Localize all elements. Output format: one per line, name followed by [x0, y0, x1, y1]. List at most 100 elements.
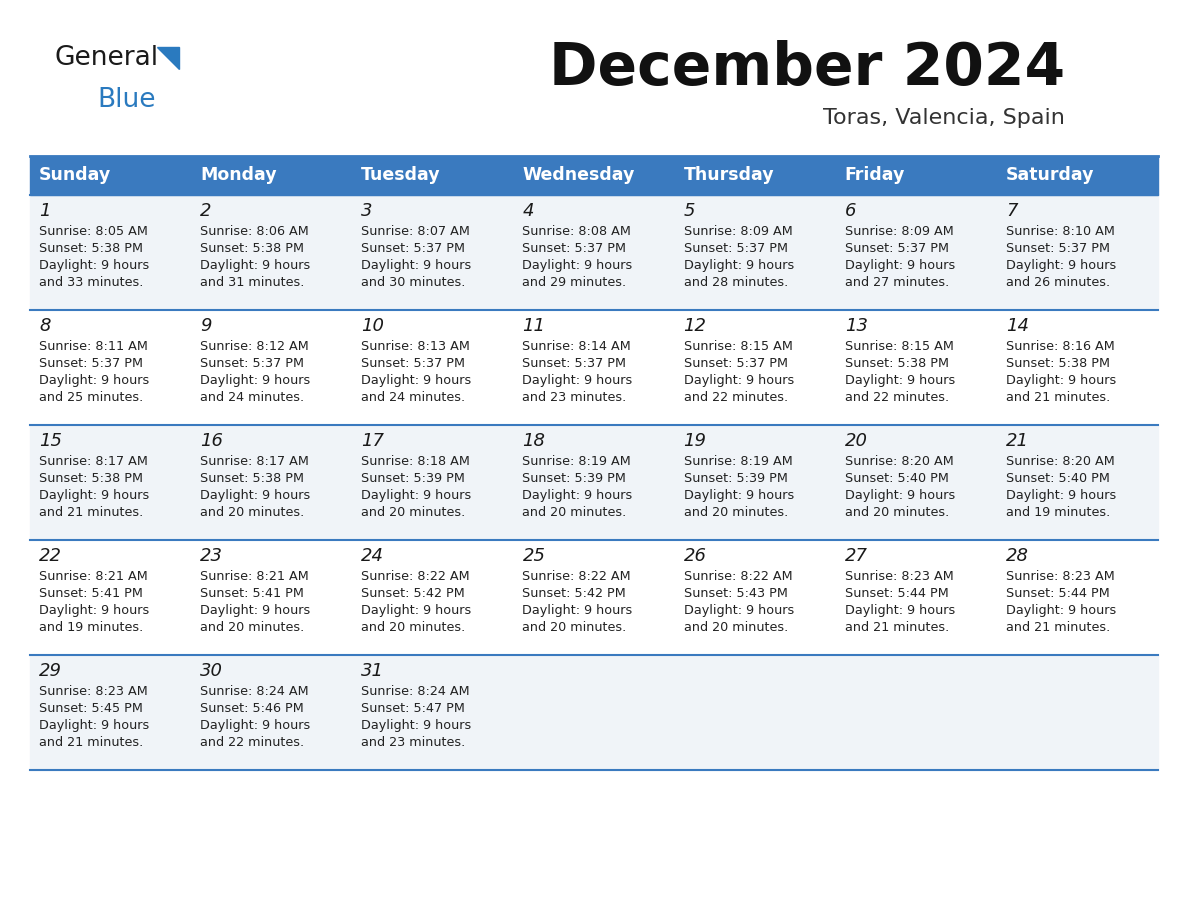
Text: and 20 minutes.: and 20 minutes. [361, 621, 466, 634]
Text: Sunrise: 8:13 AM: Sunrise: 8:13 AM [361, 340, 470, 353]
Text: 7: 7 [1006, 202, 1017, 220]
Text: and 28 minutes.: and 28 minutes. [683, 276, 788, 289]
Text: Sunset: 5:39 PM: Sunset: 5:39 PM [523, 472, 626, 485]
Text: Sunrise: 8:23 AM: Sunrise: 8:23 AM [39, 685, 147, 698]
Text: and 22 minutes.: and 22 minutes. [200, 736, 304, 749]
Text: Sunrise: 8:06 AM: Sunrise: 8:06 AM [200, 225, 309, 238]
Text: Sunrise: 8:09 AM: Sunrise: 8:09 AM [683, 225, 792, 238]
Text: Sunset: 5:38 PM: Sunset: 5:38 PM [39, 242, 143, 255]
Text: Sunset: 5:47 PM: Sunset: 5:47 PM [361, 702, 466, 715]
Text: and 31 minutes.: and 31 minutes. [200, 276, 304, 289]
Text: Sunset: 5:43 PM: Sunset: 5:43 PM [683, 587, 788, 600]
Text: Sunset: 5:39 PM: Sunset: 5:39 PM [361, 472, 466, 485]
Bar [30, 655, 1158, 770]
Text: Sunset: 5:37 PM: Sunset: 5:37 PM [523, 242, 626, 255]
Text: Sunset: 5:44 PM: Sunset: 5:44 PM [845, 587, 948, 600]
Text: Sunset: 5:37 PM: Sunset: 5:37 PM [39, 357, 143, 370]
Text: and 24 minutes.: and 24 minutes. [200, 391, 304, 404]
Text: and 20 minutes.: and 20 minutes. [683, 506, 788, 519]
Text: and 27 minutes.: and 27 minutes. [845, 276, 949, 289]
Text: Sunset: 5:44 PM: Sunset: 5:44 PM [1006, 587, 1110, 600]
Text: Sunset: 5:37 PM: Sunset: 5:37 PM [1006, 242, 1110, 255]
Text: Daylight: 9 hours: Daylight: 9 hours [39, 489, 150, 502]
Polygon shape [157, 47, 179, 69]
Text: December 2024: December 2024 [549, 40, 1064, 97]
Text: and 22 minutes.: and 22 minutes. [845, 391, 949, 404]
Text: and 22 minutes.: and 22 minutes. [683, 391, 788, 404]
Text: Sunrise: 8:17 AM: Sunrise: 8:17 AM [39, 455, 147, 468]
Text: Daylight: 9 hours: Daylight: 9 hours [845, 259, 955, 272]
Text: 29: 29 [39, 662, 62, 680]
Text: Daylight: 9 hours: Daylight: 9 hours [200, 374, 310, 387]
Text: Daylight: 9 hours: Daylight: 9 hours [1006, 374, 1116, 387]
Text: Daylight: 9 hours: Daylight: 9 hours [200, 259, 310, 272]
Text: and 21 minutes.: and 21 minutes. [845, 621, 949, 634]
Text: 12: 12 [683, 317, 707, 335]
Text: Sunrise: 8:07 AM: Sunrise: 8:07 AM [361, 225, 470, 238]
Text: 3: 3 [361, 202, 373, 220]
Text: and 25 minutes.: and 25 minutes. [39, 391, 144, 404]
Text: Daylight: 9 hours: Daylight: 9 hours [200, 719, 310, 732]
Text: Sunrise: 8:24 AM: Sunrise: 8:24 AM [361, 685, 470, 698]
Text: Sunset: 5:38 PM: Sunset: 5:38 PM [845, 357, 949, 370]
Text: Monday: Monday [200, 166, 277, 185]
Text: Sunrise: 8:10 AM: Sunrise: 8:10 AM [1006, 225, 1114, 238]
Text: Sunset: 5:37 PM: Sunset: 5:37 PM [523, 357, 626, 370]
Text: and 21 minutes.: and 21 minutes. [1006, 391, 1110, 404]
Text: Blue: Blue [97, 87, 156, 113]
Text: Daylight: 9 hours: Daylight: 9 hours [361, 259, 472, 272]
Text: Daylight: 9 hours: Daylight: 9 hours [39, 604, 150, 617]
Text: and 23 minutes.: and 23 minutes. [361, 736, 466, 749]
Text: Daylight: 9 hours: Daylight: 9 hours [361, 719, 472, 732]
Text: Daylight: 9 hours: Daylight: 9 hours [361, 374, 472, 387]
Text: Sunset: 5:38 PM: Sunset: 5:38 PM [39, 472, 143, 485]
Text: and 20 minutes.: and 20 minutes. [361, 506, 466, 519]
Text: 17: 17 [361, 432, 384, 450]
Text: Daylight: 9 hours: Daylight: 9 hours [1006, 259, 1116, 272]
Text: 20: 20 [845, 432, 867, 450]
Text: Sunrise: 8:21 AM: Sunrise: 8:21 AM [200, 570, 309, 583]
Text: Sunrise: 8:22 AM: Sunrise: 8:22 AM [361, 570, 470, 583]
Text: and 19 minutes.: and 19 minutes. [1006, 506, 1110, 519]
Text: Daylight: 9 hours: Daylight: 9 hours [845, 604, 955, 617]
Text: 24: 24 [361, 547, 384, 565]
Text: Sunset: 5:41 PM: Sunset: 5:41 PM [39, 587, 143, 600]
Text: Sunrise: 8:14 AM: Sunrise: 8:14 AM [523, 340, 631, 353]
Bar [30, 195, 1158, 310]
Text: 4: 4 [523, 202, 533, 220]
Text: and 20 minutes.: and 20 minutes. [683, 621, 788, 634]
Text: Sunrise: 8:11 AM: Sunrise: 8:11 AM [39, 340, 147, 353]
Text: Wednesday: Wednesday [523, 166, 634, 185]
Text: 19: 19 [683, 432, 707, 450]
Text: Sunset: 5:38 PM: Sunset: 5:38 PM [200, 242, 304, 255]
Text: Sunrise: 8:19 AM: Sunrise: 8:19 AM [523, 455, 631, 468]
Text: Tuesday: Tuesday [361, 166, 441, 185]
Text: Sunset: 5:45 PM: Sunset: 5:45 PM [39, 702, 143, 715]
Text: and 19 minutes.: and 19 minutes. [39, 621, 144, 634]
Text: Sunrise: 8:15 AM: Sunrise: 8:15 AM [845, 340, 954, 353]
Text: 22: 22 [39, 547, 62, 565]
Text: Daylight: 9 hours: Daylight: 9 hours [361, 604, 472, 617]
Text: and 20 minutes.: and 20 minutes. [200, 621, 304, 634]
Text: 5: 5 [683, 202, 695, 220]
Text: and 20 minutes.: and 20 minutes. [523, 621, 627, 634]
Text: 26: 26 [683, 547, 707, 565]
Text: Sunset: 5:46 PM: Sunset: 5:46 PM [200, 702, 304, 715]
Text: Sunset: 5:42 PM: Sunset: 5:42 PM [523, 587, 626, 600]
Bar [30, 156, 1158, 195]
Text: and 21 minutes.: and 21 minutes. [39, 506, 144, 519]
Text: Sunset: 5:37 PM: Sunset: 5:37 PM [845, 242, 949, 255]
Text: and 20 minutes.: and 20 minutes. [523, 506, 627, 519]
Text: and 24 minutes.: and 24 minutes. [361, 391, 466, 404]
Text: Daylight: 9 hours: Daylight: 9 hours [845, 374, 955, 387]
Text: 10: 10 [361, 317, 384, 335]
Text: 13: 13 [845, 317, 867, 335]
Text: Daylight: 9 hours: Daylight: 9 hours [683, 604, 794, 617]
Text: Sunset: 5:37 PM: Sunset: 5:37 PM [683, 357, 788, 370]
Text: Thursday: Thursday [683, 166, 775, 185]
Text: Sunrise: 8:16 AM: Sunrise: 8:16 AM [1006, 340, 1114, 353]
Text: 25: 25 [523, 547, 545, 565]
Text: Daylight: 9 hours: Daylight: 9 hours [683, 259, 794, 272]
Text: 6: 6 [845, 202, 857, 220]
Bar [30, 540, 1158, 655]
